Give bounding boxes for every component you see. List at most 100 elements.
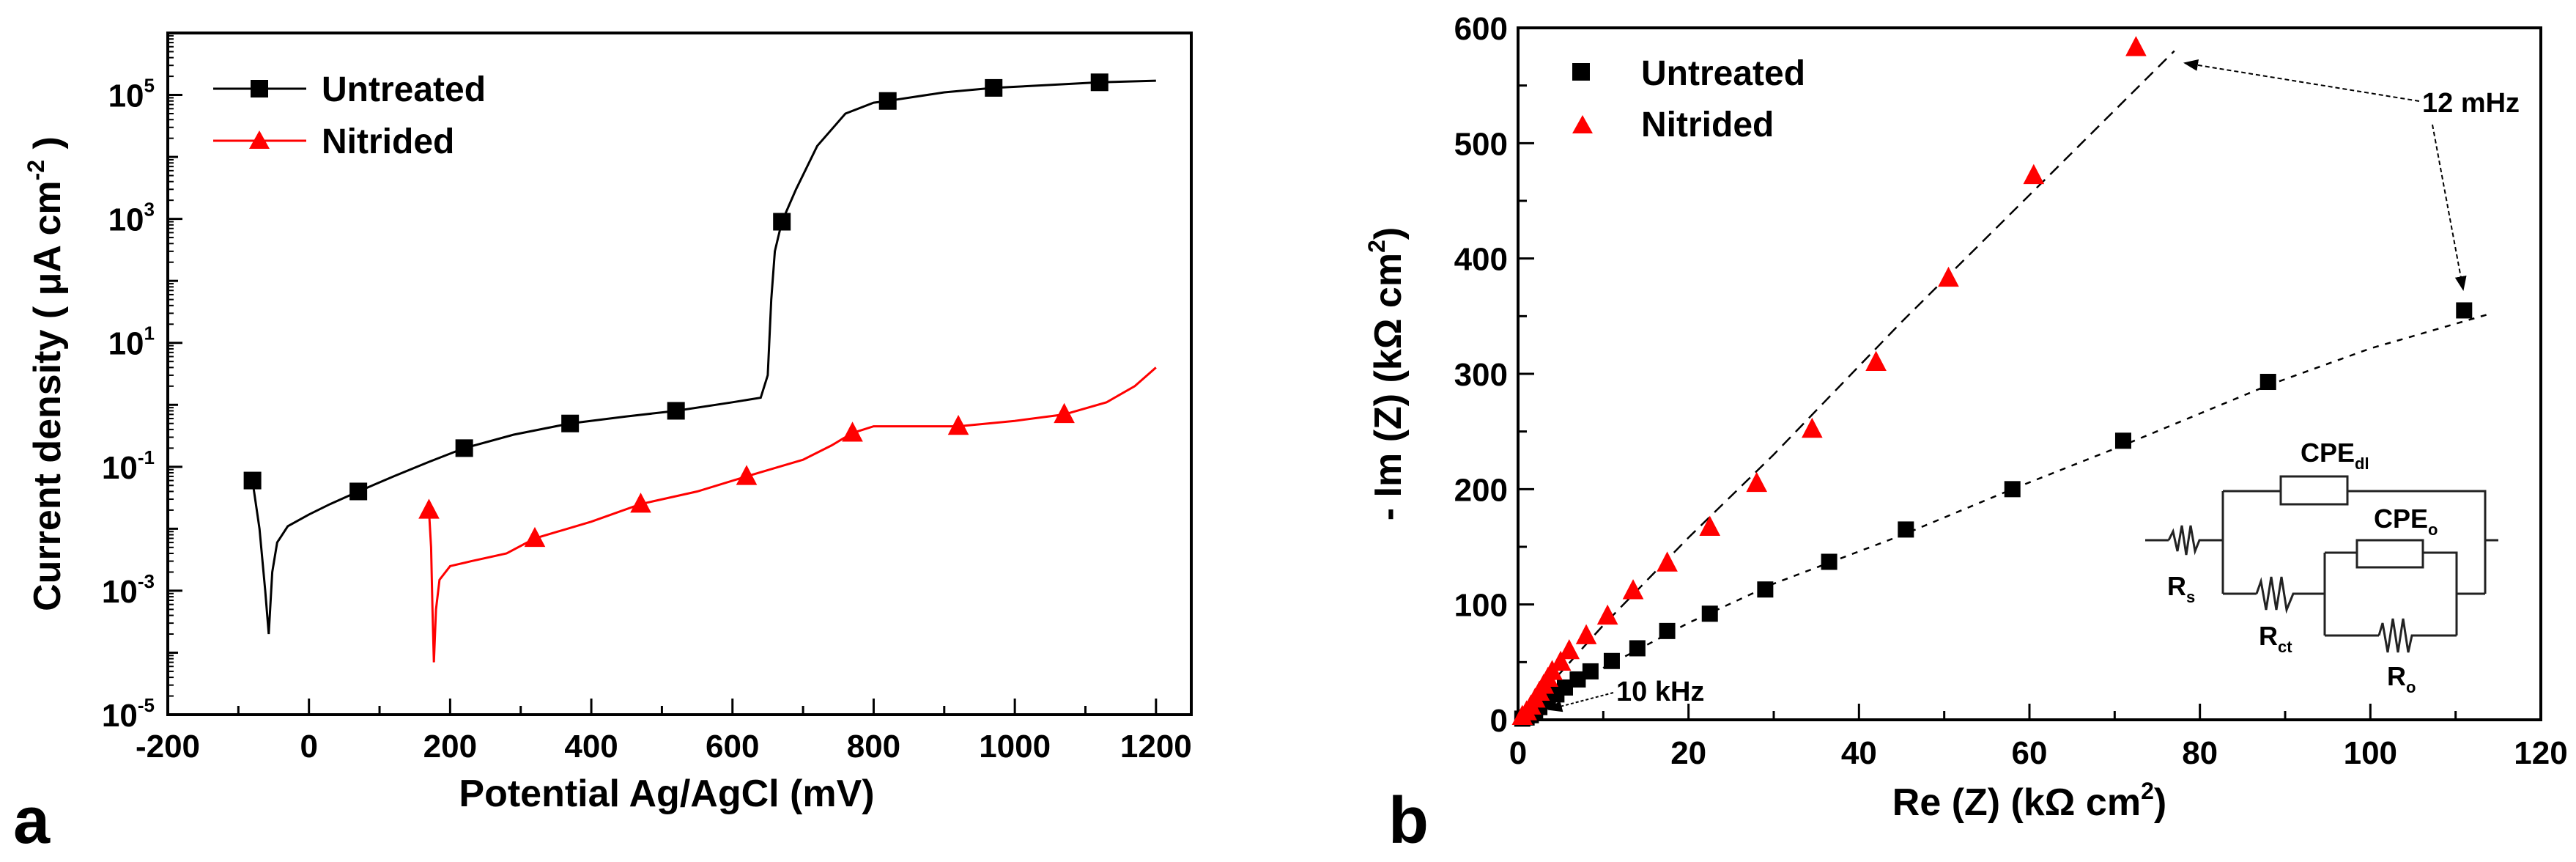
data-point-nitrided: [736, 465, 758, 485]
data-point-nitrided: [1550, 650, 1572, 671]
x-tick-label: 800: [847, 729, 900, 765]
data-point-untreated: [349, 482, 368, 501]
data-point-nitrided: [1558, 639, 1580, 660]
data-point-untreated: [878, 92, 897, 110]
panel-a-polarization-chart: -200 0 200 400 600 800 1000 1200 10-5 10-3 10-1 101…: [13, 32, 1193, 858]
data-point-nitrided: [1511, 704, 1533, 725]
legend-nitrided-label: Nitrided: [322, 122, 454, 161]
resistor-rct-icon: [2255, 576, 2325, 614]
legend-untreated-label: Untreated: [322, 70, 486, 109]
data-point-nitrided: [1575, 624, 1597, 644]
data-point-untreated: [2259, 374, 2276, 391]
series-a: [243, 73, 1157, 663]
annotation-10khz: 10 kHz: [1547, 677, 1704, 712]
y-tick-label: 500: [1454, 126, 1508, 162]
data-point-nitrided: [1054, 402, 1075, 424]
data-point-nitrided: [524, 526, 546, 548]
legend-nitrided-marker: [1572, 115, 1593, 133]
circuit-labels: CPEdl CPEo Rs Rct Ro: [2167, 438, 2438, 696]
axes-a: -200 0 200 400 600 800 1000 1200 10-5 10-3 10-1 101…: [102, 32, 1192, 765]
y-tick-label: 200: [1454, 472, 1508, 508]
data-point-untreated: [1629, 640, 1646, 657]
data-point-nitrided: [1746, 471, 1768, 493]
x-axis-title-a: Potential Ag/AgCl (mV): [459, 773, 874, 815]
legend-untreated-marker: [1572, 63, 1590, 81]
data-point-nitrided: [1802, 417, 1823, 438]
rs-label: Rs: [2167, 571, 2195, 606]
x-tick-label: 0: [1509, 735, 1527, 771]
x-tick-label: 1000: [979, 729, 1051, 765]
y-tick-label: 105: [108, 75, 155, 114]
data-point-nitrided: [947, 414, 969, 435]
y-tick-label: 10-1: [102, 446, 155, 486]
y-tick-label: 101: [108, 323, 155, 362]
panel-label-b: b: [1388, 784, 1429, 858]
ro-label: Ro: [2387, 661, 2416, 696]
data-point-nitrided: [1938, 266, 1959, 287]
data-point-nitrided: [1865, 350, 1887, 371]
x-tick-label: 400: [564, 729, 618, 765]
axes-b: 0 20 40 60 80 100 120 0 100 200 300 400 500 600: [1454, 11, 2568, 771]
x-tick-label: 40: [1841, 735, 1877, 771]
data-point-nitrided: [2125, 36, 2147, 56]
data-point-untreated: [667, 402, 685, 420]
x-tick-label: 60: [2012, 735, 2048, 771]
y-axis-title-b: - Im (Z) (kΩ cm2): [1363, 227, 1410, 520]
data-point-nitrided: [1622, 579, 1644, 600]
data-point-nitrided: [842, 421, 863, 442]
y-tick-label: 300: [1454, 357, 1508, 393]
data-point-untreated: [1603, 652, 1620, 669]
cpe-dl-icon: [2279, 475, 2349, 506]
y-tick-label: 10-3: [102, 570, 155, 610]
data-point-nitrided: [1596, 604, 1618, 625]
annotation-arrow: [2183, 59, 2420, 102]
y-tick-label: 400: [1454, 242, 1508, 278]
data-point-nitrided: [1699, 515, 1721, 536]
legend-b: Untreated Nitrided: [1572, 54, 1805, 144]
y-tick-label: 10-5: [102, 694, 155, 734]
fit-line-nitrided: [1517, 50, 2175, 721]
rct-label: Rct: [2259, 621, 2292, 656]
data-point-untreated: [1701, 605, 1718, 622]
data-point-nitrided: [1657, 551, 1678, 572]
x-tick-label: 0: [300, 729, 317, 765]
data-point-untreated: [773, 213, 791, 231]
y-tick-label: 600: [1454, 11, 1508, 47]
annotation-arrow: [1547, 692, 1614, 712]
cpe-o-label: CPEo: [2374, 504, 2438, 539]
annotation-12mhz: 12 mHz: [2183, 59, 2520, 291]
data-point-untreated: [1821, 553, 1837, 570]
x-tick-label: 20: [1670, 735, 1706, 771]
cpe-o-icon: [2355, 539, 2424, 569]
resistor-ro-icon: [2377, 618, 2457, 653]
x-tick-label: 200: [423, 729, 477, 765]
data-point-untreated: [1757, 581, 1774, 598]
annotation-arrow: [2432, 124, 2467, 291]
panel-b-nyquist-chart: 0 20 40 60 80 100 120 0 100 200 300 400 500 600 Untre…: [1363, 11, 2568, 858]
data-point-nitrided: [2023, 163, 2045, 185]
legend-nitrided-marker: [249, 130, 270, 149]
data-point-nitrided: [418, 498, 440, 519]
y-tick-label: 103: [108, 199, 155, 238]
data-point-untreated: [1569, 671, 1586, 688]
x-tick-label: -200: [136, 729, 200, 765]
data-point-untreated: [985, 78, 1003, 97]
cpe-dl-label: CPEdl: [2301, 438, 2369, 473]
x-tick-label: 100: [2344, 735, 2397, 771]
data-point-untreated: [1659, 622, 1676, 639]
data-point-untreated: [561, 414, 580, 432]
panel-label-a: a: [13, 784, 51, 858]
x-tick-label: 1200: [1120, 729, 1192, 765]
legend-nitrided-label: Nitrided: [1641, 106, 1774, 144]
y-axis-title-a: Current density ( μA cm-2 ): [23, 136, 69, 611]
series-line-nitrided: [428, 366, 1157, 663]
data-point-nitrided: [630, 493, 651, 513]
plot-frame-a: [166, 32, 1193, 716]
legend-untreated-label: Untreated: [1641, 54, 1805, 93]
x-tick-label: 120: [2514, 735, 2567, 771]
fit-line-untreated: [1517, 312, 2490, 721]
legend-untreated-marker: [251, 80, 268, 97]
legend-a: Untreated Nitrided: [213, 70, 486, 161]
data-point-untreated: [1898, 521, 1914, 538]
